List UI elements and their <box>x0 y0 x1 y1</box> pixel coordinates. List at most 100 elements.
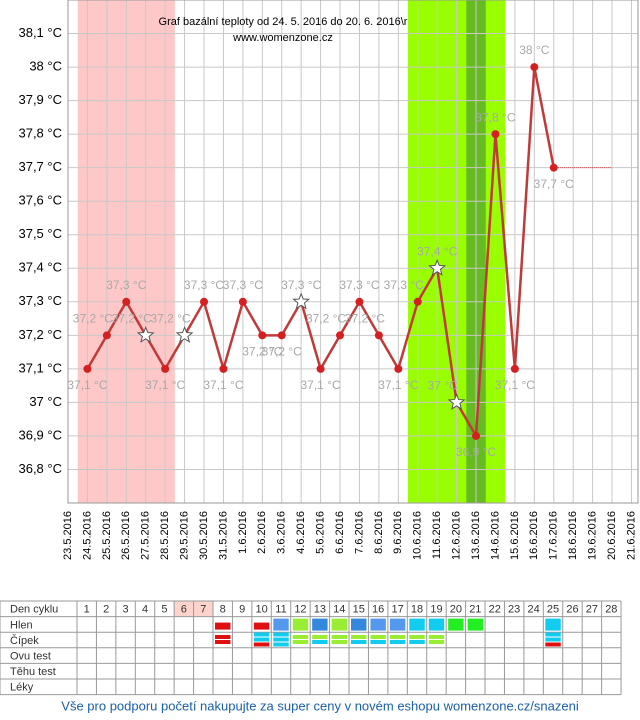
day-number: 7 <box>200 604 206 616</box>
x-tick-label: 14.6.2016 <box>489 511 501 560</box>
data-label: 37,2 °C <box>262 345 302 359</box>
y-tick-label: 36,8 °C <box>18 461 62 476</box>
data-label: 37,1 °C <box>203 378 243 392</box>
data-label: 38 °C <box>519 43 549 57</box>
cipek-marker <box>331 635 348 639</box>
day-number: 23 <box>508 604 520 616</box>
hlen-marker <box>370 618 386 631</box>
x-tick-label: 21.6.2016 <box>625 511 637 560</box>
point-marker <box>355 297 364 306</box>
star-marker <box>292 292 311 310</box>
hlen-marker <box>312 618 328 631</box>
day-number: 14 <box>333 604 345 616</box>
cipek-marker <box>253 642 270 647</box>
cipek-marker <box>215 635 231 639</box>
point-marker <box>549 163 558 172</box>
cipek-marker <box>370 640 386 644</box>
data-label: 37,4 °C <box>417 244 457 258</box>
data-label: 37 °C <box>428 379 458 393</box>
cipek-marker <box>253 637 270 642</box>
cipek-marker <box>389 640 406 644</box>
cipek-marker <box>428 640 445 644</box>
hlen-marker <box>467 618 484 631</box>
day-number: 2 <box>103 604 109 616</box>
hlen-marker <box>545 618 561 631</box>
x-tick-label: 19.6.2016 <box>587 511 599 560</box>
day-number: 6 <box>181 604 187 616</box>
data-label: 37,7 °C <box>534 177 574 191</box>
day-number: 24 <box>527 604 539 616</box>
hlen-marker <box>409 618 425 631</box>
x-tick-label: 25.5.2016 <box>101 511 113 560</box>
cipek-marker <box>312 635 328 639</box>
x-tick-label: 15.6.2016 <box>509 511 521 560</box>
x-tick-label: 20.6.2016 <box>606 511 618 560</box>
star-marker <box>447 393 466 410</box>
y-tick-label: 37,8 °C <box>18 126 62 141</box>
y-tick-label: 37,5 °C <box>18 226 62 241</box>
day-number: 22 <box>489 604 501 616</box>
point-marker <box>277 331 286 340</box>
data-label: 37,3 °C <box>281 278 321 292</box>
star-marker <box>136 325 155 343</box>
x-tick-label: 1.6.2016 <box>237 511 249 554</box>
x-tick-label: 3.6.2016 <box>276 511 288 554</box>
data-label: 37,1 °C <box>67 378 107 392</box>
point-marker <box>238 297 247 306</box>
day-number: 20 <box>450 604 462 616</box>
x-tick-label: 18.6.2016 <box>567 511 579 560</box>
cipek-marker <box>273 632 289 637</box>
data-label: 37,1 °C <box>145 378 185 392</box>
day-number: 11 <box>275 604 286 616</box>
day-number: 10 <box>255 604 267 616</box>
hlen-marker <box>428 618 445 631</box>
data-label: 37,3 °C <box>223 278 263 292</box>
cipek-marker <box>273 642 289 647</box>
hlen-marker <box>448 618 464 631</box>
data-label: 37,8 °C <box>475 110 515 124</box>
hlen-marker <box>215 622 231 630</box>
hlen-marker <box>389 618 406 631</box>
shaded-day <box>193 601 214 617</box>
cipek-marker <box>409 640 425 644</box>
day-number: 25 <box>547 604 559 616</box>
day-number: 28 <box>605 604 617 616</box>
point-marker <box>530 63 539 72</box>
day-number: 26 <box>566 604 578 616</box>
hlen-marker <box>253 622 270 630</box>
data-label: 37,2 °C <box>242 345 282 359</box>
data-label: 37,2 °C <box>151 312 191 326</box>
day-number: 19 <box>430 604 442 616</box>
chart-title: Graf bazální teploty od 24. 5. 2016 do 2… <box>159 16 408 28</box>
data-label: 36,9 °C <box>456 445 496 459</box>
x-tick-label: 11.6.2016 <box>431 511 443 559</box>
row-label: Den cyklu <box>10 604 58 616</box>
x-tick-label: 4.6.2016 <box>295 511 307 554</box>
y-tick-label: 37,9 °C <box>18 92 62 107</box>
cipek-marker <box>215 640 231 644</box>
day-number: 9 <box>239 604 245 616</box>
point-marker <box>491 130 500 139</box>
star-marker <box>428 258 447 276</box>
data-label: 37,3 °C <box>106 278 146 292</box>
x-tick-label: 9.6.2016 <box>392 511 404 554</box>
y-tick-label: 38 °C <box>29 59 62 74</box>
cipek-marker <box>273 637 289 642</box>
x-tick-label: 31.5.2016 <box>217 511 229 560</box>
x-tick-label: 8.6.2016 <box>373 511 385 554</box>
hlen-marker <box>351 618 367 631</box>
day-number: 16 <box>372 604 384 616</box>
day-number: 15 <box>353 604 365 616</box>
cipek-marker <box>253 632 270 637</box>
point-marker <box>472 431 481 440</box>
point-marker <box>258 331 267 340</box>
data-label: 37,3 °C <box>384 278 424 292</box>
chart-layer: 36,8 °C 36,9 °C 37 °C 37,1 °C 37,2 °C 37,3 °C… <box>18 0 639 560</box>
x-tick-label: 28.5.2016 <box>159 511 171 560</box>
cipek-marker <box>370 635 386 639</box>
data-label: 37,2 °C <box>73 312 113 326</box>
row-label: Čípek <box>10 634 39 647</box>
point-marker <box>219 364 228 373</box>
footer-link[interactable]: Vše pro podporu početí nakupujte za supe… <box>61 698 579 713</box>
